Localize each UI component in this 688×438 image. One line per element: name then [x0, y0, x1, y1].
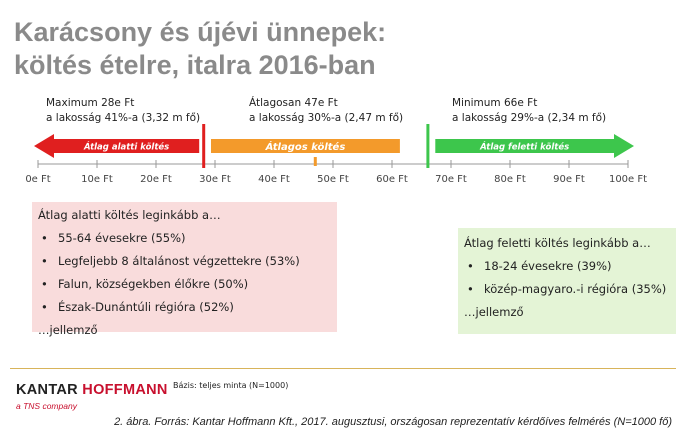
- annotation-average: Átlagosan 47e Ft a lakosság 30%-a (2,47 …: [249, 96, 403, 126]
- below-average-list: 55-64 évesekre (55%) Legfeljebb 8 általá…: [38, 231, 337, 314]
- title-line-1: Karácsony és újévi ünnepek:: [14, 17, 387, 47]
- average-bar-label: Átlagos költés: [265, 140, 346, 153]
- x-tick-label: 70e Ft: [435, 174, 467, 185]
- below-average-footer: …jellemző: [38, 323, 98, 337]
- list-item: 55-64 évesekre (55%): [38, 231, 337, 245]
- below-average-arrow-label: Átlag alatti költés: [83, 141, 169, 153]
- list-item: közép-magyaro.-i régióra (35%): [464, 282, 676, 296]
- x-tick-label: 80e Ft: [494, 174, 526, 185]
- annotation-minimum-line2: a lakosság 29%-a (2,34 m fő): [452, 112, 607, 124]
- annotation-minimum: Minimum 66e Ft a lakosság 29%-a (2,34 m …: [452, 96, 606, 126]
- x-tick-label: 40e Ft: [258, 174, 290, 185]
- annotation-maximum: Maximum 28e Ft a lakosság 41%-a (3,32 m …: [46, 96, 200, 126]
- x-tick-label: 100e Ft: [609, 174, 647, 185]
- above-average-list: 18-24 évesekre (39%) közép-magyaro.-i ré…: [464, 259, 676, 296]
- average-threshold-marker: [313, 157, 317, 166]
- spending-scale-chart: 0e Ft 10e Ft 20e Ft 30e Ft 40e Ft 50e Ft 60e F…: [25, 124, 647, 185]
- x-tick-label: 20e Ft: [140, 174, 172, 185]
- x-tick-label: 90e Ft: [553, 174, 585, 185]
- page-title: Karácsony és újévi ünnepek: költés ételr…: [14, 16, 454, 82]
- x-tick-label: 0e Ft: [25, 174, 50, 185]
- x-tick-label: 30e Ft: [199, 174, 231, 185]
- above-average-arrow: [435, 134, 634, 158]
- list-item: Legfeljebb 8 általánost végzettekre (53%…: [38, 254, 337, 268]
- above-average-arrow-label: Átlag feletti költés: [479, 141, 569, 153]
- logo-part-kantar: KANTAR: [16, 382, 78, 398]
- annotation-average-line1: Átlagosan 47e Ft: [249, 97, 338, 109]
- logo-part-hoffmann: HOFFMANN: [82, 382, 168, 398]
- above-average-box: Átlag feletti költés leginkább a… 18-24 …: [458, 228, 676, 334]
- below-average-box: Átlag alatti költés leginkább a… 55-64 é…: [32, 202, 337, 337]
- x-tick-label: 60e Ft: [376, 174, 408, 185]
- below-average-arrow: [34, 134, 200, 158]
- above-average-footer: …jellemző: [464, 305, 524, 319]
- minimum-threshold-marker: [426, 124, 430, 168]
- figure-source: 2. ábra. Forrás: Kantar Hoffmann Kft., 2…: [114, 416, 672, 428]
- title-line-2: költés ételre, italra 2016-ban: [14, 50, 376, 80]
- list-item: Falun, községekben élőkre (50%): [38, 277, 337, 291]
- annotation-average-line2: a lakosság 30%-a (2,47 m fő): [249, 112, 404, 124]
- maximum-threshold-marker: [202, 124, 206, 168]
- footer-divider: [10, 368, 676, 369]
- annotation-minimum-line1: Minimum 66e Ft: [452, 97, 538, 109]
- list-item: Észak-Dunántúli régióra (52%): [38, 300, 337, 314]
- below-average-heading: Átlag alatti költés leginkább a…: [38, 208, 221, 222]
- list-item: 18-24 évesekre (39%): [464, 259, 676, 273]
- logo-subtitle: a TNS company: [16, 401, 77, 411]
- average-bar: [211, 139, 400, 153]
- kantar-hoffmann-logo: KANTAR HOFFMANN: [16, 382, 168, 398]
- x-tick-label: 50e Ft: [317, 174, 349, 185]
- above-average-heading: Átlag feletti költés leginkább a…: [464, 236, 651, 250]
- sample-basis: Bázis: teljes minta (N=1000): [173, 381, 289, 390]
- annotation-maximum-line1: Maximum 28e Ft: [46, 97, 135, 109]
- annotation-maximum-line2: a lakosság 41%-a (3,32 m fő): [46, 112, 201, 124]
- x-tick-label: 10e Ft: [81, 174, 113, 185]
